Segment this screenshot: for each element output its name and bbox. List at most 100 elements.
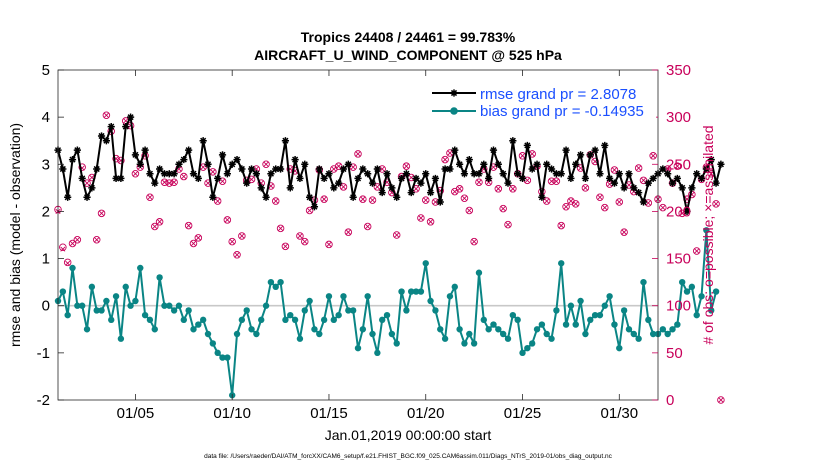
rmse-point bbox=[543, 160, 551, 168]
bias-point bbox=[78, 302, 86, 309]
bias-point bbox=[185, 307, 192, 314]
obs-possible-point bbox=[601, 203, 609, 212]
obs-assimilated-point bbox=[379, 166, 385, 172]
rmse-point bbox=[306, 193, 314, 201]
rmse-point bbox=[557, 170, 565, 178]
rmse-point bbox=[364, 170, 372, 178]
obs-assimilated-point bbox=[224, 217, 230, 223]
bias-point bbox=[262, 302, 270, 309]
x-tick-label: 01/05 bbox=[117, 405, 155, 422]
obs-possible-point bbox=[547, 177, 556, 186]
rmse-point bbox=[606, 174, 614, 183]
obs-assimilated-point bbox=[558, 223, 564, 229]
rmse-point bbox=[673, 174, 681, 183]
obs-possible-point bbox=[542, 197, 551, 205]
x-tick-label: 01/15 bbox=[310, 405, 348, 422]
rmse-point bbox=[247, 165, 256, 173]
data-file-footnote: data file: /Users/raeder/DAI/ATM_forcXX/… bbox=[204, 453, 613, 460]
obs-assimilated-point bbox=[616, 199, 622, 205]
bias-point bbox=[577, 297, 584, 305]
obs-assimilated-point bbox=[568, 198, 574, 204]
bias-point bbox=[219, 354, 226, 361]
obs-possible-point bbox=[59, 243, 67, 252]
obs-assimilated-point bbox=[273, 198, 279, 204]
rmse-point bbox=[712, 179, 720, 187]
obs-possible-point bbox=[649, 152, 657, 160]
obs-possible-point bbox=[402, 162, 411, 170]
obs-possible-point bbox=[296, 232, 304, 240]
legend-bias-label: bias grand pr = -0.14935 bbox=[480, 103, 644, 120]
rmse-point bbox=[446, 165, 454, 173]
obs-assimilated-point bbox=[665, 166, 671, 172]
obs-assimilated-point bbox=[529, 151, 535, 157]
bias-point bbox=[625, 326, 633, 333]
bias-point bbox=[587, 316, 594, 324]
bias-point bbox=[88, 283, 96, 291]
rmse-point bbox=[209, 193, 217, 201]
rmse-point bbox=[330, 184, 338, 192]
bias-point bbox=[683, 288, 691, 295]
rmse-point bbox=[499, 170, 507, 178]
bias-point bbox=[427, 297, 434, 305]
bias-point bbox=[127, 302, 134, 309]
rmse-point bbox=[630, 184, 638, 192]
obs-assimilated-point bbox=[210, 169, 216, 175]
rmse-point bbox=[286, 184, 294, 192]
obs-assimilated-point bbox=[326, 241, 332, 247]
bias-point bbox=[562, 321, 570, 328]
obs-possible-point bbox=[281, 242, 290, 251]
bias-point bbox=[712, 288, 720, 295]
y-axis-right-ticks: 0 50 100 150 200 250 300 350 bbox=[652, 62, 691, 409]
bias-point bbox=[258, 316, 265, 324]
rmse-point bbox=[678, 184, 686, 192]
obs-possible-point bbox=[552, 177, 561, 186]
rmse-point bbox=[397, 174, 406, 183]
bias-point bbox=[485, 326, 492, 333]
bias-point bbox=[412, 288, 420, 295]
rmse-point bbox=[117, 174, 125, 183]
obs-assimilated-point bbox=[65, 260, 71, 266]
rmse-point bbox=[436, 198, 444, 206]
rmse-point bbox=[170, 170, 178, 178]
rmse-point bbox=[504, 179, 512, 187]
obs-possible-point bbox=[509, 185, 517, 193]
bias-point bbox=[378, 316, 386, 324]
rmse-point bbox=[126, 113, 135, 121]
obs-assimilated-point bbox=[181, 174, 187, 180]
rmse-point bbox=[102, 137, 110, 145]
obs-assimilated-point bbox=[490, 164, 497, 170]
rmse-point bbox=[175, 160, 183, 168]
bias-point bbox=[630, 330, 638, 338]
y-right-tick-label: 100 bbox=[666, 298, 691, 315]
bias-point bbox=[146, 316, 154, 324]
obs-possible-point bbox=[325, 240, 333, 249]
bias-point bbox=[195, 321, 202, 328]
rmse-point bbox=[339, 165, 348, 173]
rmse-point bbox=[93, 165, 101, 173]
rmse-point bbox=[204, 160, 212, 168]
rmse-point bbox=[514, 170, 522, 178]
bias-point bbox=[408, 288, 415, 295]
rmse-point bbox=[693, 170, 701, 178]
bias-point bbox=[441, 335, 449, 342]
chart-title-line2: AIRCRAFT_U_WIND_COMPONENT @ 525 hPa bbox=[254, 47, 562, 63]
y-tick-label: 0 bbox=[42, 298, 50, 315]
bias-point bbox=[548, 335, 555, 342]
bias-point bbox=[354, 344, 362, 352]
bias-point bbox=[470, 340, 478, 347]
bias-point bbox=[572, 321, 579, 328]
legend-bias-marker bbox=[450, 107, 458, 115]
obs-assimilated-point bbox=[152, 223, 158, 230]
obs-possible-point bbox=[354, 150, 362, 158]
bias-point bbox=[248, 326, 255, 333]
rmse-point bbox=[368, 179, 377, 187]
bias-point bbox=[296, 335, 304, 342]
obs-possible-point bbox=[494, 185, 503, 193]
bias-point bbox=[93, 307, 100, 314]
obs-possible-point bbox=[620, 228, 628, 236]
rmse-point bbox=[494, 160, 502, 168]
obs-assimilated-point bbox=[60, 246, 66, 252]
obs-assimilated-point bbox=[302, 239, 308, 245]
y-axis-right-label: # of obs: o=possible; ×=assimilated bbox=[700, 125, 716, 344]
bias-point bbox=[69, 264, 76, 272]
